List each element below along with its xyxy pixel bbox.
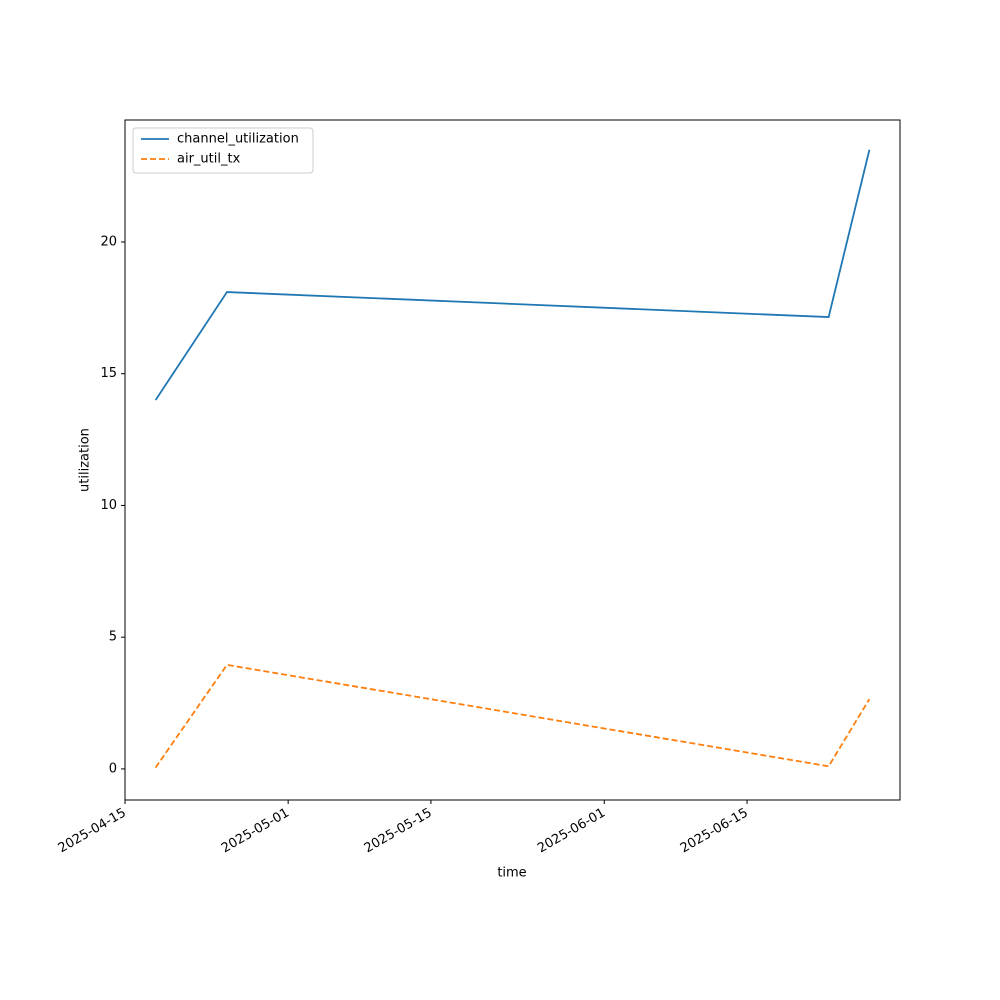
y-tick-label: 15 — [100, 366, 117, 381]
y-axis-label: utilization — [78, 428, 93, 492]
x-tick-label: 2025-06-01 — [535, 806, 608, 857]
y-tick-label: 10 — [100, 498, 117, 513]
x-tick-label: 2025-06-15 — [678, 806, 751, 857]
legend-label: air_util_tx — [177, 152, 241, 167]
series-line — [154, 149, 871, 401]
y-tick-label: 20 — [100, 234, 117, 249]
series-line — [154, 663, 871, 769]
x-axis-label: time — [497, 866, 526, 881]
plot-frame — [124, 119, 901, 801]
y-tick-label: 0 — [109, 761, 117, 776]
x-tick-label: 2025-05-15 — [362, 806, 435, 857]
legend-label: channel_utilization — [177, 132, 299, 147]
x-tick-label: 2025-05-01 — [219, 806, 292, 857]
legend-box — [132, 127, 314, 174]
x-tick-label: 2025-04-15 — [56, 806, 129, 857]
y-tick-label: 5 — [109, 630, 117, 645]
